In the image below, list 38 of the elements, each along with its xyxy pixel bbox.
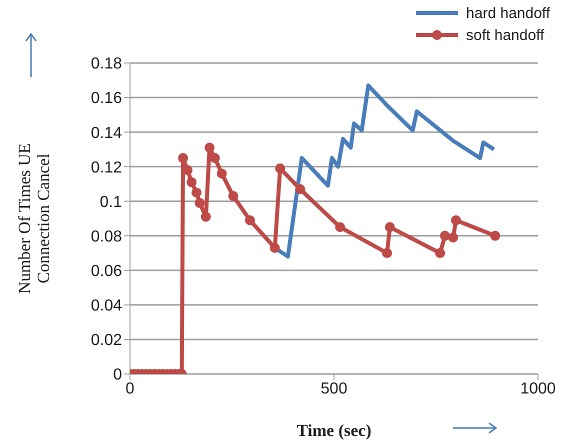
y-tick-label: 0 [113, 366, 122, 384]
x-tick-label: 1000 [520, 380, 556, 398]
point [194, 198, 205, 208]
y-tick-label: 0.06 [90, 263, 122, 280]
point [210, 153, 220, 164]
point [216, 168, 227, 179]
point [450, 215, 461, 226]
y-tick-label: 0.12 [90, 159, 122, 176]
y-tick-label: 0.08 [90, 228, 122, 246]
legend-label: soft handoff [466, 26, 544, 44]
y-tick-label: 0.02 [90, 332, 122, 350]
legend-label: hard handoff [466, 4, 550, 22]
point [192, 188, 202, 198]
point [178, 153, 188, 164]
x-tick-label: 500 [320, 380, 348, 398]
x-axis-title: Time (sec) [296, 421, 372, 440]
point [448, 232, 458, 243]
point [384, 222, 395, 232]
y-tick-label: 0.14 [90, 124, 122, 142]
y-tick-label: 0.16 [90, 90, 122, 108]
point [435, 248, 446, 258]
point [270, 242, 280, 253]
point [382, 248, 392, 258]
point [228, 191, 238, 202]
x-tick-label: 0 [126, 380, 135, 398]
y-axis-title: Number Of Times UE Connection Cancel [15, 143, 53, 294]
y-tick-label: 0.1 [100, 194, 122, 211]
y-tick-label: 0.18 [90, 56, 122, 73]
point [204, 142, 215, 153]
point [295, 184, 306, 194]
point [186, 177, 197, 188]
point [200, 212, 211, 222]
point [335, 222, 346, 232]
y-tick-label: 0.04 [90, 298, 122, 315]
point [440, 230, 450, 241]
point [244, 215, 255, 226]
point [490, 230, 500, 241]
point [275, 163, 286, 174]
